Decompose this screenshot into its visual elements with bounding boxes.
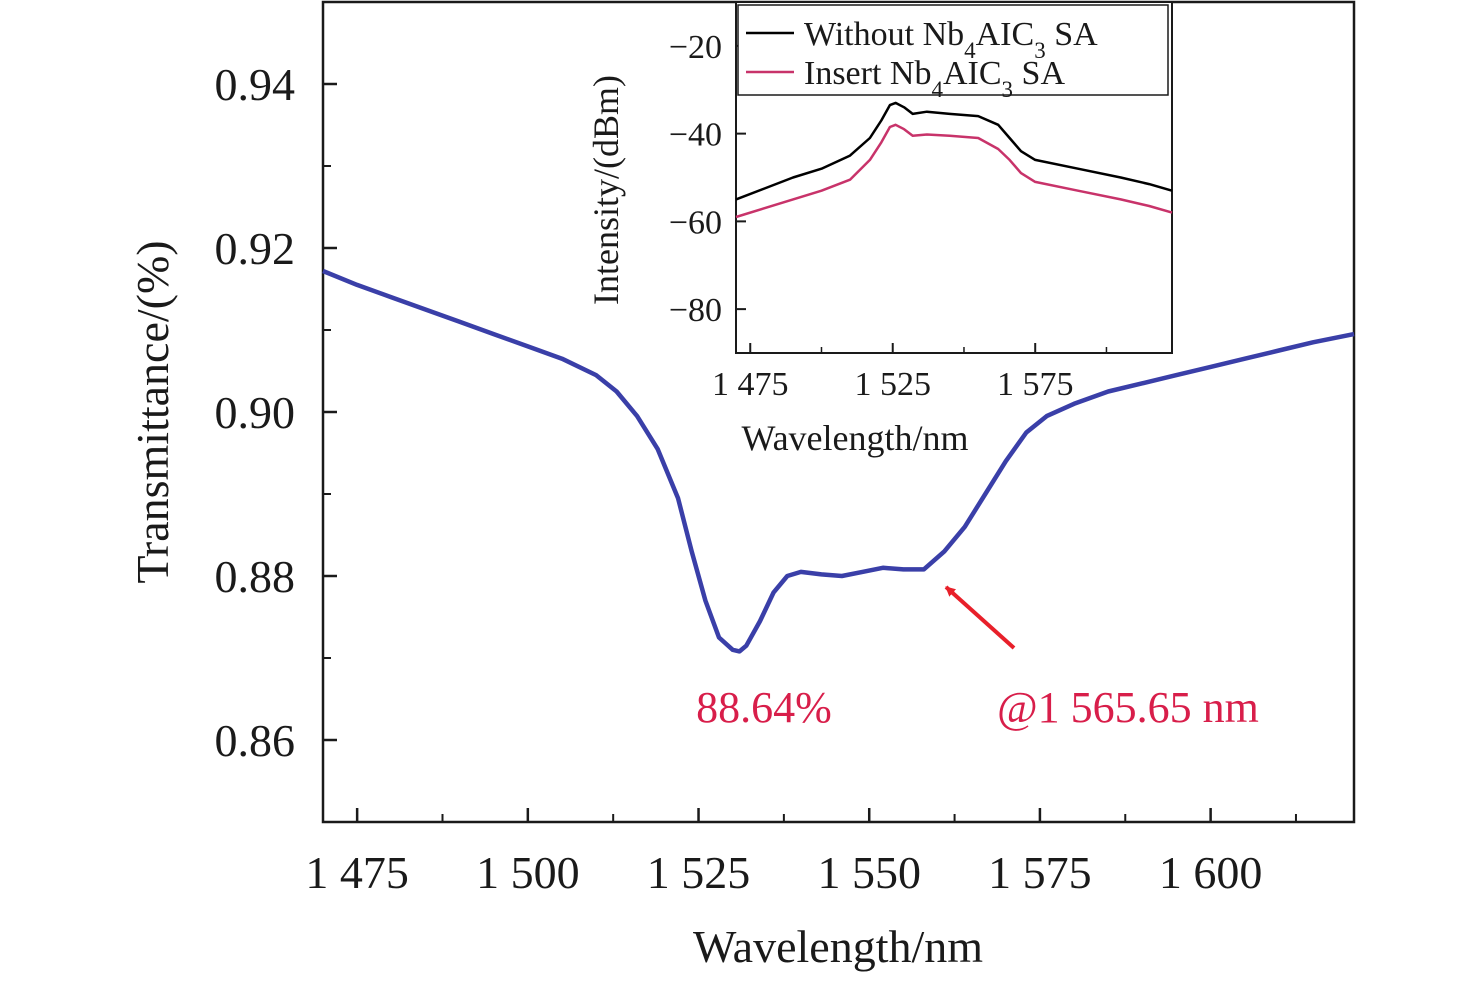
legend-label-insert: Insert Nb4AIC3 SA [804,55,1065,102]
intensity-line-without-sa [735,101,1173,201]
main-y-tick-label: 0.86 [215,715,296,766]
inset-y-tick-label: −80 [669,292,722,329]
inset-series [735,101,1173,219]
legend-box [737,4,1169,96]
inset-y-tick-label: −60 [669,204,722,241]
inset-y-ticks: −80 −60 −40 −20 [669,29,746,329]
main-x-tick-label: 1 575 [988,847,1092,898]
main-x-tick-label: 1 550 [817,847,921,898]
inset-x-tick-label: 1 475 [712,366,789,403]
inset-y-tick-label: −40 [669,117,722,154]
intensity-line-insert-sa [735,123,1173,219]
main-x-tick-label: 1 525 [647,847,751,898]
min-transmittance-label: 88.64% [696,683,832,732]
main-chart: 1 475 1 500 1 525 1 550 1 575 1 600 0.860.880… [127,0,1356,972]
inset-legend: Without Nb4AIC3 SA Insert Nb4AIC3 SA [737,4,1169,102]
main-x-ticks: 1 475 1 500 1 525 1 550 1 575 1 600 [305,808,1297,898]
inset-x-tick-label: 1 525 [854,366,931,403]
main-x-tick-label: 1 600 [1159,847,1263,898]
main-y-ticks: 0.86 0.88 0.90 0.92 0.94 [215,1,337,823]
inset-y-tick-label: −20 [669,29,722,66]
annotation-arrow [944,585,1016,650]
wavelength-annotation-label: @1 565.65 nm [997,683,1259,732]
legend-label-without: Without Nb4AIC3 SA [804,16,1098,63]
main-y-axis-title: Transmittance/(%) [127,240,178,583]
main-y-tick-label: 0.90 [215,387,296,438]
transmittance-line [322,268,1355,654]
main-series [322,268,1355,654]
main-x-tick-label: 1 475 [305,847,409,898]
inset-x-ticks: 1 475 1 525 1 575 [712,343,1108,403]
inset-chart: 1 475 1 525 1 575 −80 −60 −40 −20 Without Nb4… [586,1,1173,458]
main-x-tick-label: 1 500 [476,847,580,898]
inset-x-axis-title: Wavelength/nm [741,418,968,458]
main-x-axis-title: Wavelength/nm [693,921,983,972]
main-y-tick-label: 0.92 [215,223,296,274]
main-y-tick-label: 0.88 [215,551,296,602]
main-y-tick-label: 0.94 [215,59,296,110]
inset-y-axis-title: Intensity/(dBm) [586,75,626,305]
inset-x-tick-label: 1 575 [997,366,1074,403]
